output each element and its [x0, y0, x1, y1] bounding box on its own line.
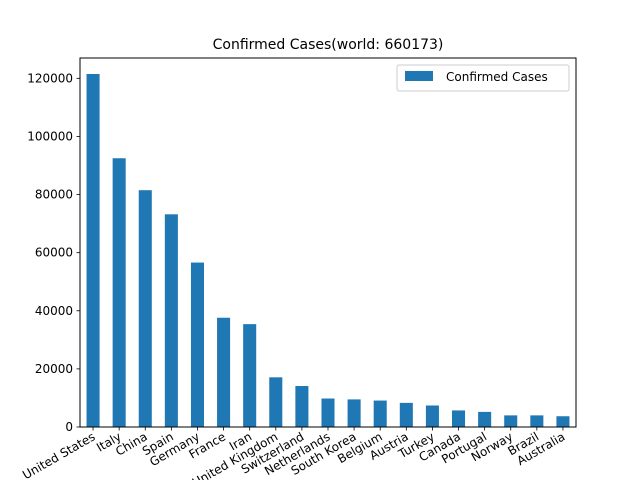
bar-iran	[243, 324, 257, 427]
y-axis: 0 20000 40000 60000 80000 100000 120000	[27, 71, 80, 434]
bar-spain	[164, 214, 178, 427]
bar-italy	[112, 158, 126, 428]
legend: Confirmed Cases	[396, 64, 570, 92]
y-tick-label: 0	[65, 420, 73, 434]
bar-belgium	[373, 400, 387, 427]
bar-south-korea	[347, 399, 361, 427]
bar-france	[217, 317, 231, 427]
bar-portugal	[478, 411, 492, 427]
bar-turkey	[425, 405, 439, 427]
bar-netherlands	[321, 398, 335, 427]
y-tick-label: 20000	[35, 362, 73, 376]
plot-frame	[79, 57, 577, 428]
y-tick-label: 40000	[35, 304, 73, 318]
bar-germany	[190, 262, 204, 427]
bar-austria	[399, 402, 413, 427]
x-tick-label: United States	[20, 429, 97, 480]
x-axis: United StatesItalyChinaSpainGermanyFranc…	[20, 427, 567, 480]
bar-switzerland	[295, 386, 309, 427]
legend-box	[396, 64, 570, 92]
y-tick-label: 120000	[27, 71, 73, 85]
legend-label: Confirmed Cases	[446, 70, 548, 84]
bar-norway	[504, 415, 518, 427]
bar-australia	[556, 416, 570, 427]
bar-united-kingdom	[269, 377, 283, 427]
bar-brazil	[530, 415, 544, 427]
bar-china	[138, 190, 152, 427]
y-tick-label: 100000	[27, 129, 73, 143]
y-tick-label: 60000	[35, 246, 73, 260]
bar-canada	[452, 410, 466, 427]
chart-title: Confirmed Cases(world: 660173)	[213, 37, 444, 53]
y-tick-label: 80000	[35, 188, 73, 202]
bars-group	[86, 73, 570, 428]
legend-swatch	[405, 71, 433, 81]
bar-united-states	[86, 73, 100, 427]
